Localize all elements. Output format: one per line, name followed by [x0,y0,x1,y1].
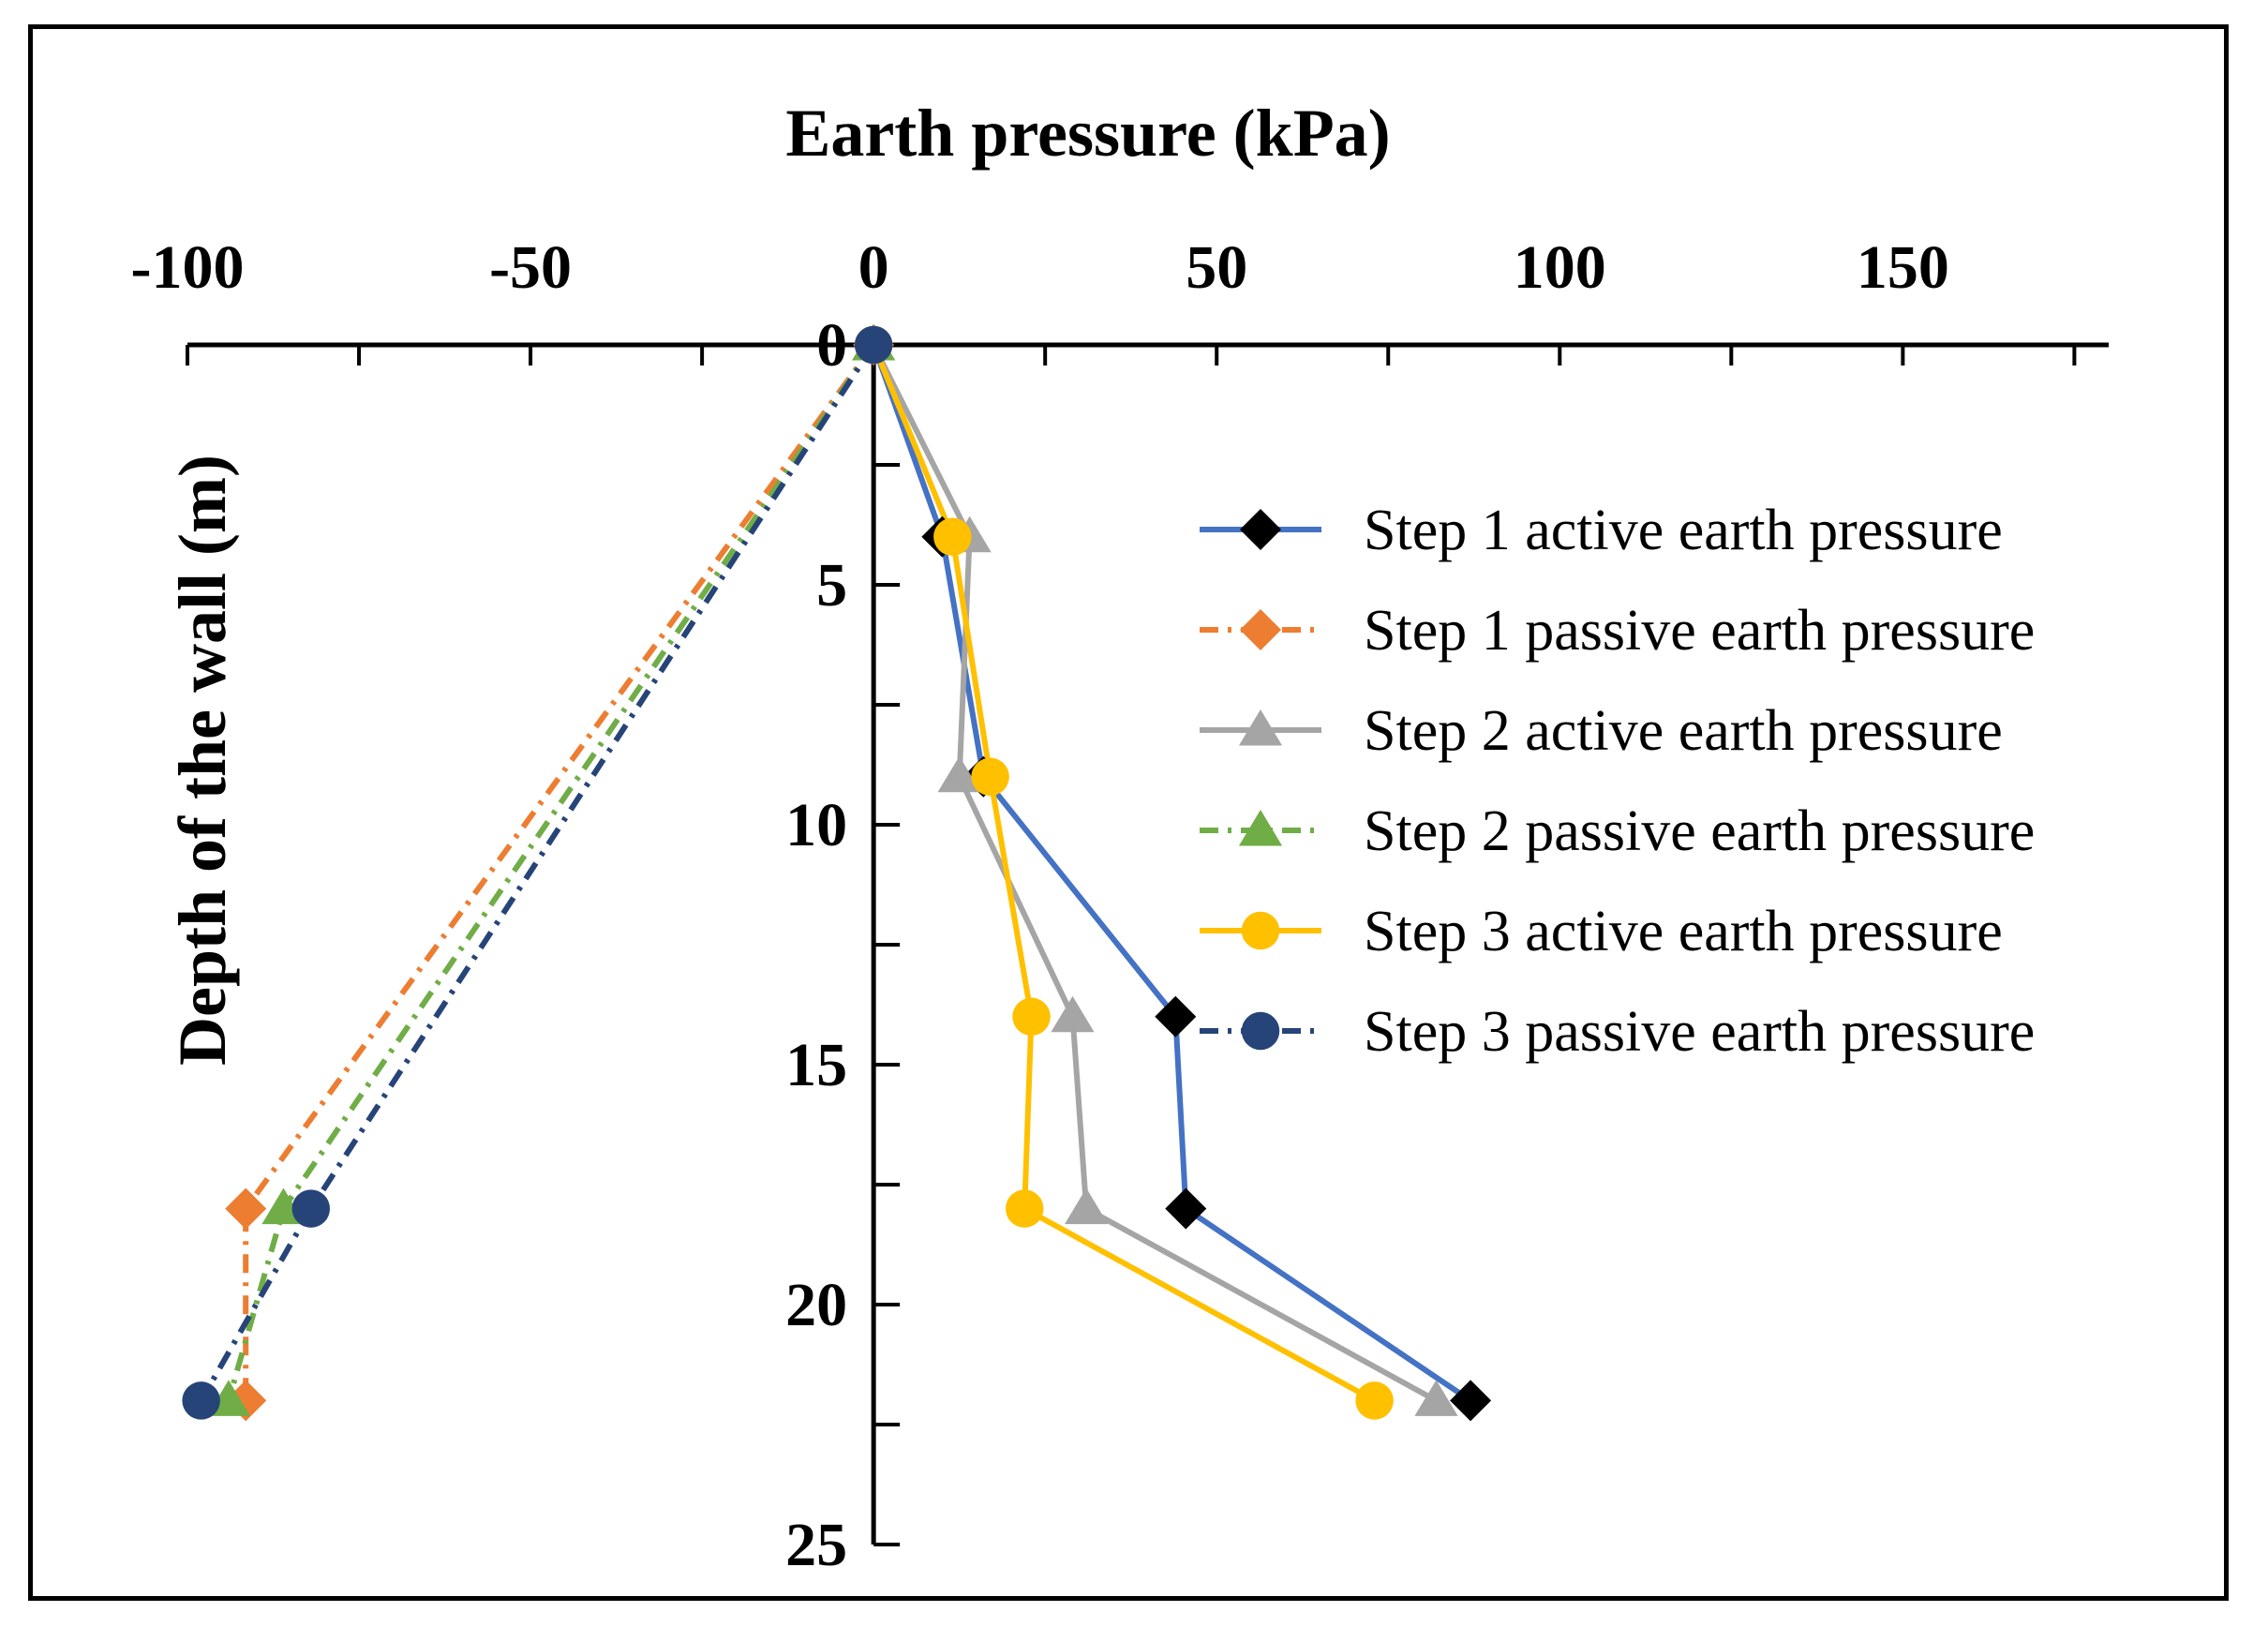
series-line [871,343,1438,1404]
data-point [1005,1189,1044,1228]
legend-label: Step 1 passive earth pressure [1364,599,2035,663]
series-6 [198,343,876,1402]
legend-swatch-marker [1238,810,1283,846]
legend-item: Step 3 active earth pressure [1200,900,2003,963]
data-point [937,755,981,793]
series-line [871,343,1377,1404]
y-tick-label: 15 [785,1031,847,1099]
x-tick-label: -100 [131,233,245,302]
data-point [182,1381,220,1420]
data-point [1165,1187,1207,1230]
legend-item: Step 1 passive earth pressure [1200,599,2035,663]
legend-item: Step 2 passive earth pressure [1200,799,2035,863]
data-point [1450,1380,1492,1422]
x-tick-label: 150 [1857,233,1949,302]
legend-swatch-marker [1240,509,1281,550]
data-point [1012,997,1051,1037]
series-line [871,343,1472,1403]
series-layer [182,324,1492,1422]
series-5 [871,343,1377,1404]
series-markers-6 [182,325,893,1420]
y-tick-label: 25 [785,1511,847,1579]
series-markers-4 [206,324,896,1416]
data-point [933,517,972,557]
series-line [226,343,876,1402]
legend-item: Step 2 active earth pressure [1200,699,2003,763]
data-point [1155,995,1197,1037]
data-point [291,1189,331,1228]
x-tick-label: 100 [1514,233,1606,302]
series-markers-2 [225,324,895,1422]
series-2 [243,343,876,1401]
chart-title: Earth pressure (kPa) [785,96,1390,171]
legend-label: Step 3 active earth pressure [1364,900,2003,963]
chart: Earth pressure (kPa) Depth of the wall (… [131,96,2109,1579]
y-tick-label: 0 [816,311,847,380]
series-line [243,343,876,1401]
legend-swatch-marker [1238,709,1283,746]
y-tick-label: 20 [785,1271,847,1339]
legend-swatch-marker [1240,609,1281,650]
x-tick-label: 50 [1186,233,1247,302]
legend-item: Step 3 passive earth pressure [1200,1000,2035,1064]
legend-label: Step 1 active earth pressure [1364,499,2003,562]
chart-frame: Earth pressure (kPa) Depth of the wall (… [28,24,2229,1601]
data-point [971,757,1009,797]
data-point [854,325,893,365]
legend-label: Step 2 active earth pressure [1364,699,2003,763]
legend: Step 1 active earth pressure Step 1 passi… [1200,499,2035,1064]
legend-label: Step 2 passive earth pressure [1364,799,2035,863]
series-4 [226,343,876,1402]
data-point [1065,1187,1109,1225]
legend-swatch-marker [1241,1011,1280,1051]
y-tick-label: 5 [816,551,847,619]
series-3 [871,343,1438,1404]
legend-item: Step 1 active earth pressure [1200,499,2003,562]
series-line [198,343,876,1402]
y-axis-label: Depth of the wall (m) [165,455,240,1066]
legend-label: Step 3 passive earth pressure [1364,1000,2035,1064]
data-point [225,1187,267,1230]
x-tick-label: 0 [858,233,889,302]
x-tick-label: -50 [489,233,572,302]
y-tick-label: 10 [785,791,847,859]
legend-swatch-marker [1241,911,1280,950]
data-point [1355,1381,1394,1420]
series-1 [871,343,1472,1403]
axes: -100 -50 0 50 100 150 0 5 10 15 20 25 [131,233,2109,1579]
data-point [1051,995,1095,1033]
data-point [1414,1380,1458,1416]
